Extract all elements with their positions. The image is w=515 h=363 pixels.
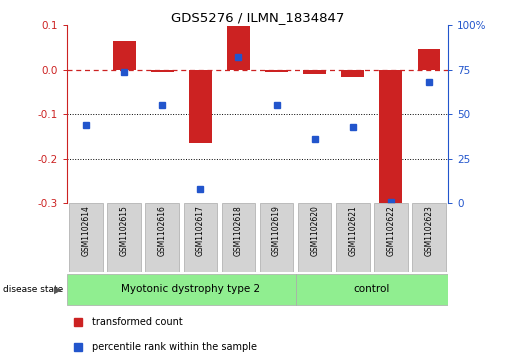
Bar <box>107 203 141 272</box>
Bar <box>374 203 408 272</box>
Text: GSM1102622: GSM1102622 <box>386 205 396 256</box>
Bar <box>189 70 212 143</box>
Text: GSM1102621: GSM1102621 <box>348 205 357 256</box>
Text: GSM1102619: GSM1102619 <box>272 205 281 256</box>
Bar <box>418 49 440 70</box>
Text: percentile rank within the sample: percentile rank within the sample <box>92 342 256 352</box>
Bar <box>260 203 294 272</box>
Bar <box>298 203 332 272</box>
Bar <box>296 274 448 305</box>
Text: ▶: ▶ <box>54 285 62 294</box>
Bar <box>69 203 103 272</box>
Bar <box>412 203 446 272</box>
Text: GSM1102620: GSM1102620 <box>310 205 319 256</box>
Bar <box>380 70 402 208</box>
Text: GSM1102623: GSM1102623 <box>424 205 434 256</box>
Bar <box>303 70 326 74</box>
Bar <box>67 274 296 305</box>
Bar <box>183 203 217 272</box>
Bar <box>227 26 250 70</box>
Text: transformed count: transformed count <box>92 318 182 327</box>
Text: control: control <box>354 285 390 294</box>
Bar <box>336 203 370 272</box>
Text: GSM1102618: GSM1102618 <box>234 205 243 256</box>
Bar <box>341 70 364 77</box>
Text: GSM1102614: GSM1102614 <box>81 205 91 256</box>
Bar <box>265 70 288 72</box>
Text: GSM1102617: GSM1102617 <box>196 205 205 256</box>
Title: GDS5276 / ILMN_1834847: GDS5276 / ILMN_1834847 <box>171 11 344 24</box>
Bar <box>145 203 179 272</box>
Text: GSM1102615: GSM1102615 <box>119 205 129 256</box>
Bar <box>113 41 135 70</box>
Bar <box>151 70 174 72</box>
Text: disease state: disease state <box>3 285 66 294</box>
Bar <box>221 203 255 272</box>
Text: GSM1102616: GSM1102616 <box>158 205 167 256</box>
Text: Myotonic dystrophy type 2: Myotonic dystrophy type 2 <box>121 285 261 294</box>
